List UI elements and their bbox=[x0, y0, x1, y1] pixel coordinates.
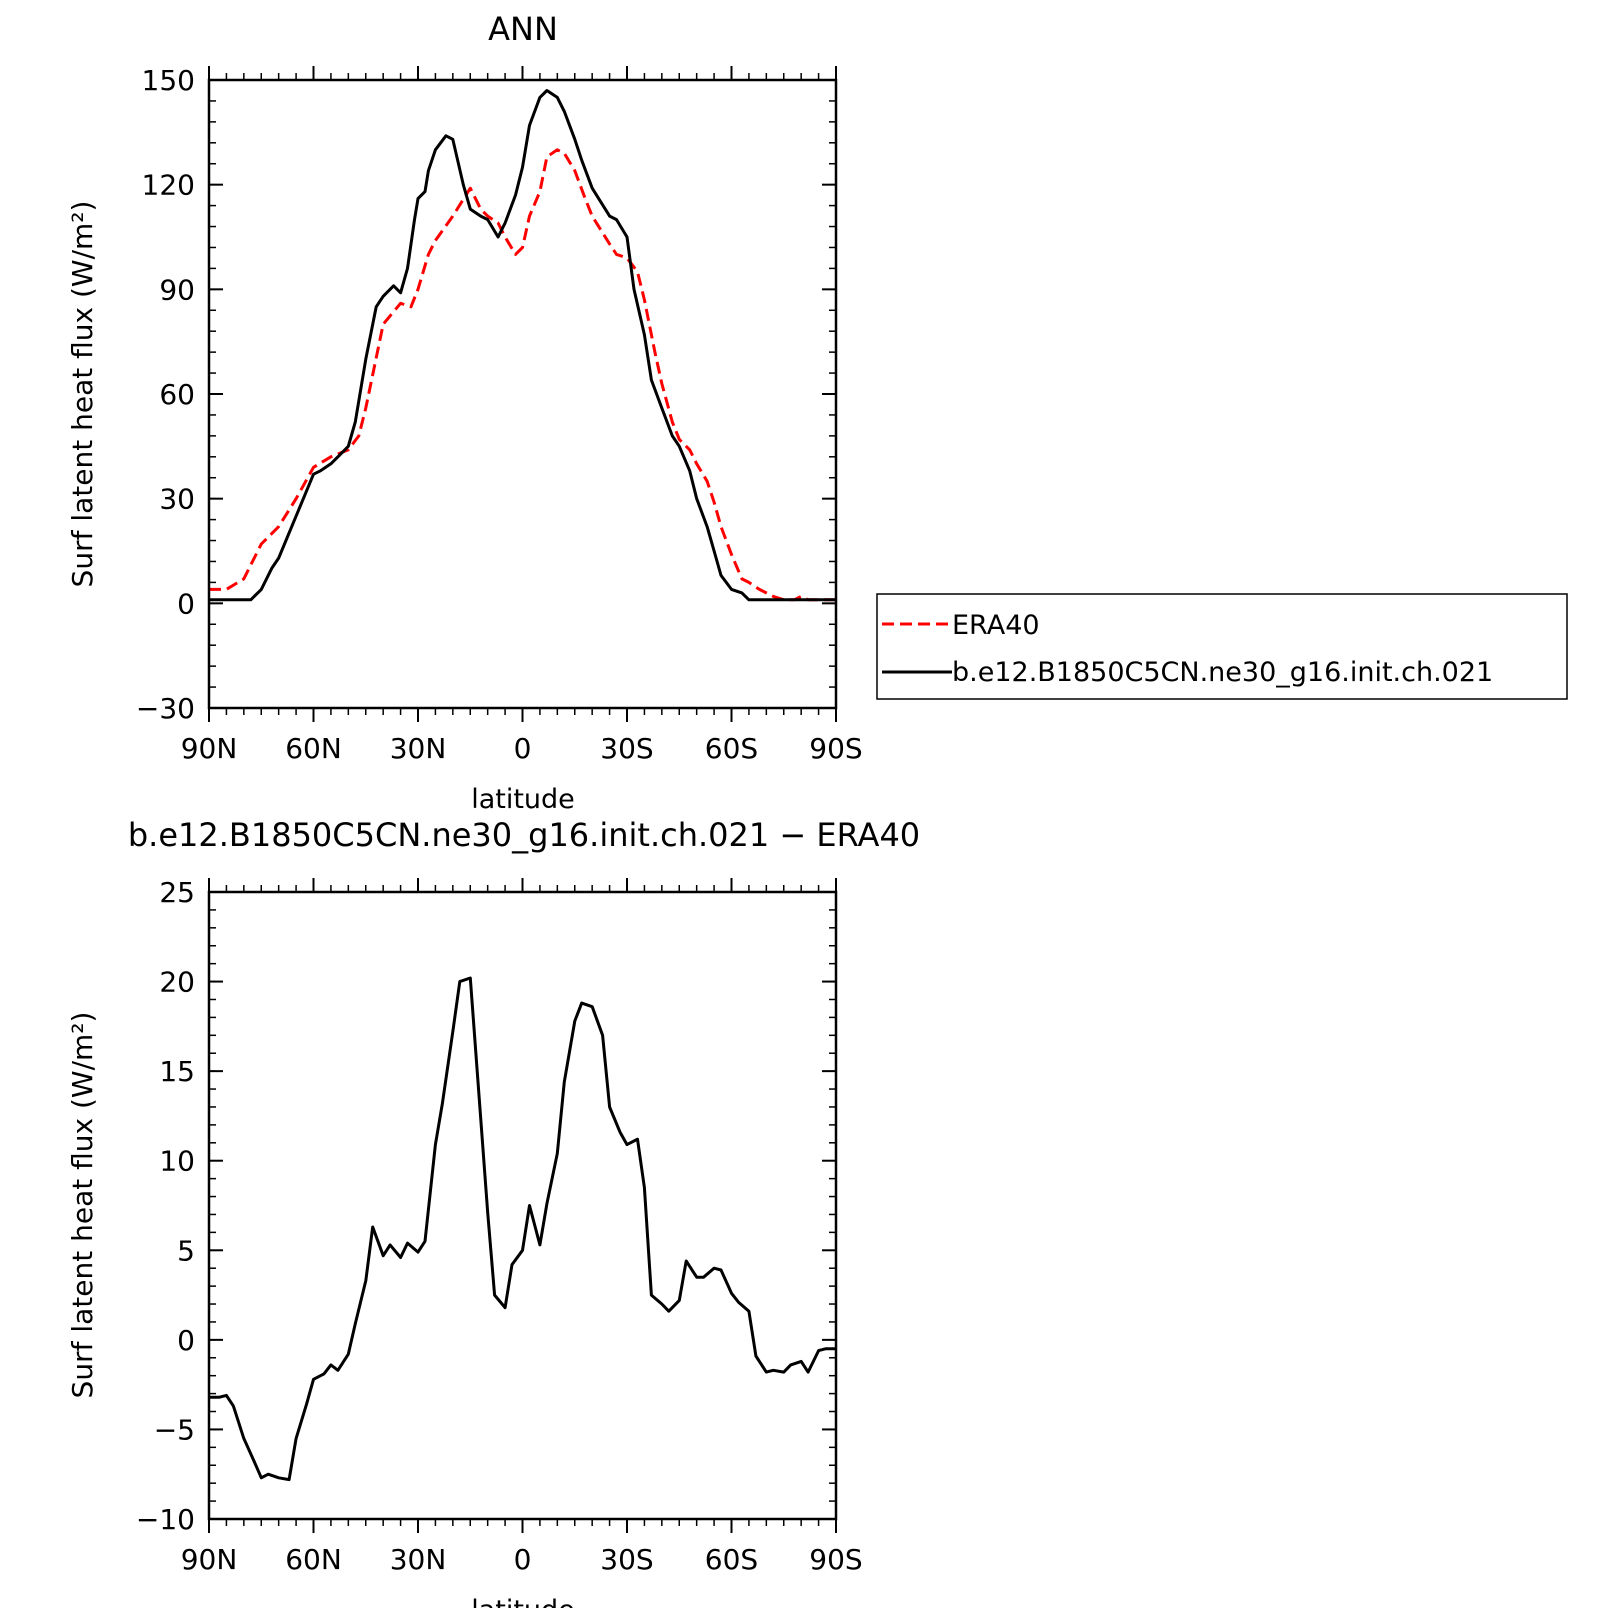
bottom-x-tick-label: 90N bbox=[181, 1543, 238, 1576]
top-x-tick-label: 60N bbox=[285, 732, 342, 765]
top-x-tick-label: 30N bbox=[390, 732, 447, 765]
top-series-line-1 bbox=[209, 89, 836, 602]
bottom-y-tick-label: 0 bbox=[177, 1324, 195, 1357]
top-series-group bbox=[209, 89, 836, 602]
top-axes-group: −30 0 30 60 90 120 150 90N 60N 30N 0 30S 60S 90S bbox=[136, 64, 863, 765]
top-y-tick-label: −30 bbox=[136, 692, 195, 725]
top-y-tick-label: 150 bbox=[142, 64, 195, 97]
bottom-x-tick-label: 60N bbox=[285, 1543, 342, 1576]
legend-label-era40: ERA40 bbox=[952, 610, 1040, 641]
top-y-tick-label: 0 bbox=[177, 587, 195, 620]
legend-label-model: b.e12.B1850C5CN.ne30_g16.init.ch.021 bbox=[952, 657, 1493, 688]
top-x-tick-label: 90N bbox=[181, 732, 238, 765]
bottom-plot-frame bbox=[207, 890, 838, 1521]
bottom-axes-group: −10 −5 0 5 10 15 20 25 90N 60N 30N 0 30S 60S 90S bbox=[136, 876, 863, 1576]
top-y-tick-label: 60 bbox=[159, 378, 195, 411]
bottom-x-tick-label: 30S bbox=[600, 1543, 653, 1576]
bottom-x-tick-label: 0 bbox=[514, 1543, 532, 1576]
bottom-y-axis-label: Surf latent heat flux (W/m²) bbox=[66, 1012, 99, 1399]
legend-box bbox=[876, 593, 1568, 700]
bottom-series-line-0 bbox=[209, 976, 836, 1482]
bottom-y-tick-label: 20 bbox=[159, 966, 195, 999]
bottom-x-tick-label: 90S bbox=[809, 1543, 862, 1576]
top-y-tick-label: 90 bbox=[159, 273, 195, 306]
top-series-line-0 bbox=[209, 148, 836, 602]
top-plot-frame bbox=[207, 78, 838, 710]
bottom-x-axis-label: latitude bbox=[471, 1595, 575, 1608]
top-y-tick-label: 30 bbox=[159, 483, 195, 516]
top-x-axis-label: latitude bbox=[471, 784, 575, 815]
bottom-y-tick-label: 10 bbox=[159, 1145, 195, 1178]
top-y-tick-label: 120 bbox=[142, 169, 195, 202]
bottom-x-tick-label: 30N bbox=[390, 1543, 447, 1576]
top-chart-title: ANN bbox=[488, 10, 558, 48]
bottom-series-group bbox=[209, 976, 836, 1482]
bottom-y-tick-label: −10 bbox=[136, 1503, 195, 1536]
bottom-y-tick-label: −5 bbox=[154, 1413, 195, 1446]
legend: ERA40 b.e12.B1850C5CN.ne30_g16.init.ch.0… bbox=[876, 593, 1568, 700]
bottom-x-tick-label: 60S bbox=[705, 1543, 758, 1576]
bottom-y-tick-label: 15 bbox=[159, 1055, 195, 1088]
panel-bottom-chart: b.e12.B1850C5CN.ne30_g16.init.ch.021 − E… bbox=[66, 816, 920, 1608]
bottom-y-tick-label: 5 bbox=[177, 1234, 195, 1267]
top-y-axis-label: Surf latent heat flux (W/m²) bbox=[66, 201, 99, 588]
bottom-y-tick-label: 25 bbox=[159, 876, 195, 909]
bottom-chart-title: b.e12.B1850C5CN.ne30_g16.init.ch.021 − E… bbox=[128, 816, 920, 854]
top-x-tick-label: 30S bbox=[600, 732, 653, 765]
top-x-tick-label: 60S bbox=[705, 732, 758, 765]
top-x-tick-label: 0 bbox=[514, 732, 532, 765]
top-x-tick-label: 90S bbox=[809, 732, 862, 765]
